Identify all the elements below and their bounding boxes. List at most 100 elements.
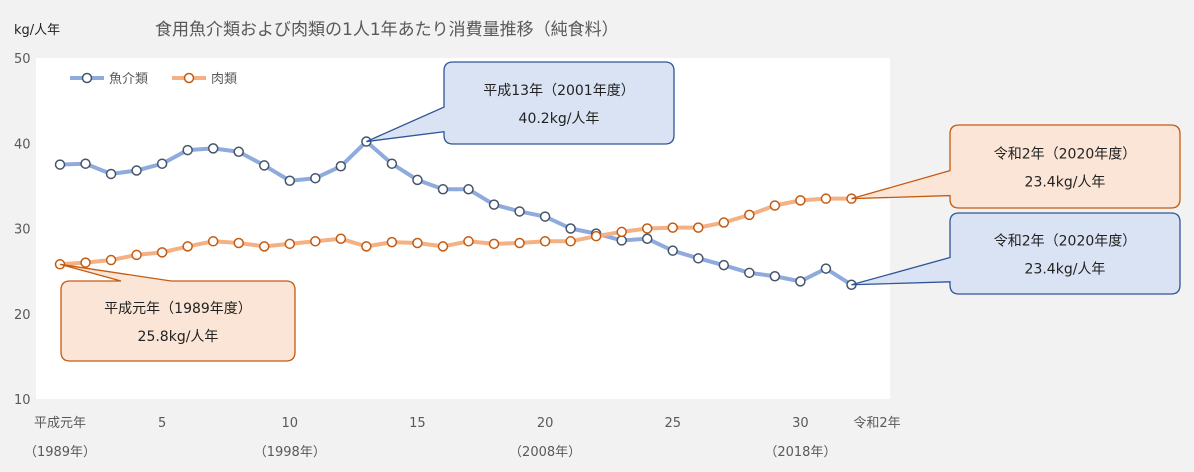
x-tick-sublabel: （2008年）	[509, 445, 581, 460]
x-axis-ticks: 平成元年 （1989年） 5 10 （1998年） 15 20 （2008年） 25 30 （201…	[24, 416, 901, 460]
y-tick-label: 30	[14, 223, 31, 238]
series-lines	[54, 136, 857, 291]
y-axis-ticks: 10 20 30 40 50	[14, 52, 31, 408]
data-point	[361, 241, 372, 252]
data-point	[437, 184, 449, 195]
y-tick-label: 10	[14, 393, 31, 408]
callout-box	[59, 263, 296, 362]
data-point	[412, 237, 423, 249]
data-point	[335, 233, 347, 244]
data-point	[80, 257, 91, 268]
data-point	[667, 222, 678, 233]
x-tick-sublabel: （1998年）	[254, 445, 326, 460]
x-tick-label: 平成元年	[34, 416, 86, 431]
data-point	[437, 241, 449, 252]
callout-title: 令和2年（2020年度）	[994, 147, 1137, 163]
data-point	[156, 247, 168, 258]
callout-title: 平成元年（1989年度）	[104, 301, 252, 317]
callout-box	[851, 212, 1181, 295]
data-point	[565, 223, 576, 234]
data-point	[769, 270, 781, 282]
x-tick-label: 30	[792, 416, 809, 431]
data-point	[412, 174, 423, 186]
legend-swatch-marker	[81, 72, 93, 84]
legend-swatch-marker	[183, 72, 195, 84]
data-point	[463, 236, 474, 247]
data-point	[284, 175, 296, 187]
data-point	[207, 143, 219, 154]
data-point	[310, 172, 321, 184]
data-point	[514, 206, 525, 217]
data-point	[54, 159, 66, 170]
y-tick-label: 40	[14, 137, 31, 152]
legend-label: 肉類	[211, 72, 237, 87]
data-point	[795, 276, 806, 287]
chart-title: 食用魚介類および肉類の1人1年あたり消費量推移（純食料）	[155, 20, 619, 40]
data-point	[693, 253, 704, 264]
data-point	[820, 263, 832, 274]
data-point	[718, 259, 730, 271]
data-point	[539, 211, 551, 222]
data-point	[284, 238, 296, 250]
legend: 魚介類 肉類	[70, 72, 237, 87]
data-point	[131, 249, 142, 261]
y-tick-label: 50	[14, 52, 31, 67]
data-point	[131, 165, 142, 176]
data-point	[488, 238, 500, 250]
x-tick-sublabel: （2018年）	[764, 445, 836, 460]
data-point	[616, 226, 627, 238]
data-point	[795, 195, 806, 206]
x-tick-label: 5	[158, 416, 166, 431]
x-tick-label: 25	[664, 416, 681, 431]
data-point	[616, 235, 627, 246]
callout-title: 令和2年（2020年度）	[994, 234, 1137, 250]
data-point	[310, 236, 321, 247]
data-point	[156, 158, 168, 169]
callout-value: 25.8kg/人年	[138, 329, 219, 345]
data-point	[386, 158, 398, 169]
data-point	[233, 146, 244, 158]
y-tick-label: 20	[14, 308, 31, 323]
data-point	[820, 193, 832, 204]
data-point	[105, 168, 117, 180]
data-point	[590, 230, 602, 242]
x-tick-label: 10	[282, 416, 299, 431]
callout-box	[851, 124, 1181, 209]
data-point	[514, 237, 525, 249]
x-tick-sublabel: （1989年）	[24, 445, 96, 460]
data-point	[744, 267, 755, 279]
data-point	[259, 160, 270, 171]
data-point	[207, 236, 219, 247]
x-tick-label: 令和2年	[853, 416, 900, 431]
x-tick-label: 20	[537, 416, 554, 431]
data-point	[667, 245, 678, 256]
callout-box	[366, 61, 675, 145]
data-point	[693, 222, 704, 233]
data-point	[386, 236, 398, 248]
data-point	[233, 237, 244, 249]
data-point	[769, 200, 781, 211]
data-point	[105, 254, 117, 266]
data-point	[641, 223, 653, 234]
data-point	[744, 209, 755, 221]
data-point	[182, 144, 193, 156]
data-point	[335, 161, 347, 172]
callout-title: 平成13年（2001年度）	[483, 83, 634, 99]
data-point	[182, 241, 193, 252]
data-point	[641, 233, 653, 244]
y-axis-unit-label: kg/人年	[14, 23, 60, 38]
data-point	[463, 184, 474, 195]
data-point	[259, 241, 270, 252]
legend-label: 魚介類	[109, 72, 148, 87]
x-tick-label: 15	[409, 416, 426, 431]
callout-value: 40.2kg/人年	[519, 111, 600, 127]
data-point	[718, 217, 730, 228]
callout-value: 23.4kg/人年	[1025, 262, 1106, 278]
data-point	[565, 236, 576, 247]
data-point	[80, 158, 91, 169]
callout-value: 23.4kg/人年	[1025, 175, 1106, 191]
data-point	[539, 236, 551, 247]
data-point	[488, 199, 500, 210]
